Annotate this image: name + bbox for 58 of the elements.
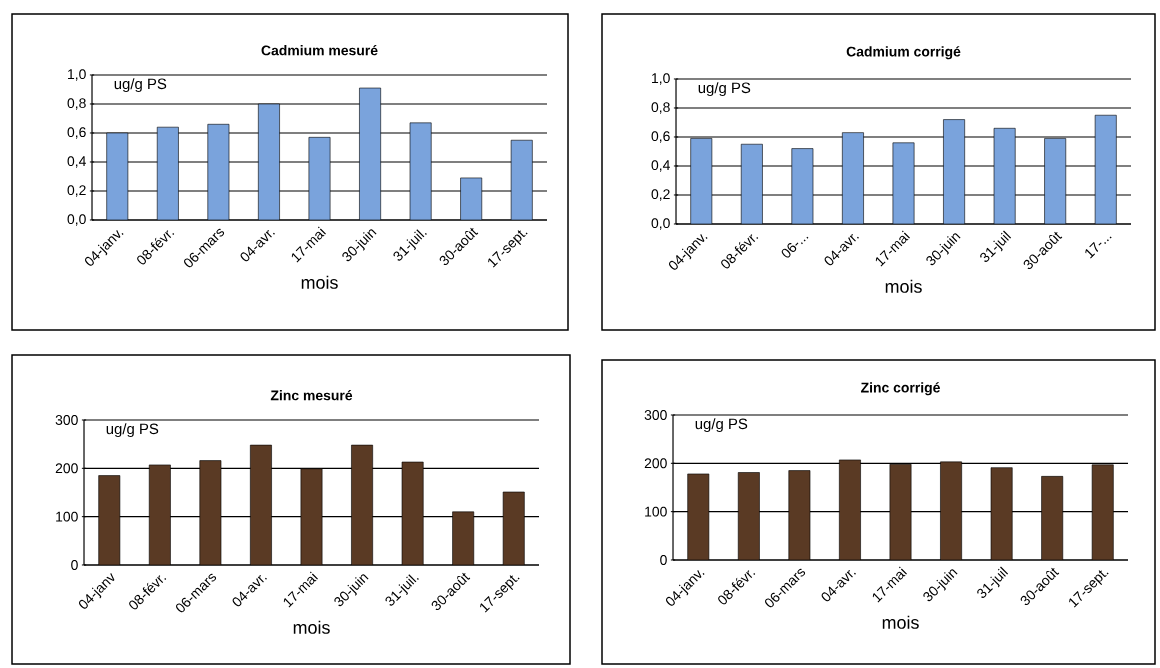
y-tick-label: 0 (71, 560, 78, 570)
bar (452, 511, 475, 565)
bar (106, 132, 129, 220)
y-tick-label: 0,4 (67, 156, 86, 168)
bar (207, 123, 230, 220)
y-tick-label: 0,6 (651, 131, 670, 143)
bar (1044, 138, 1067, 224)
y-tick-label: 0,0 (67, 214, 86, 226)
y-axis-title: ug/g PS (695, 418, 748, 433)
x-tick-label: 06-... (781, 236, 809, 258)
chart-title: Zinc corrigé (861, 382, 940, 396)
y-tick-label: 0,4 (651, 160, 670, 172)
bar (842, 132, 864, 224)
bar (199, 460, 222, 565)
y-tick-label: 0,8 (67, 98, 86, 110)
bar (502, 491, 525, 565)
bar (250, 444, 272, 565)
y-tick-label: 0,2 (67, 185, 86, 197)
y-tick-label: 300 (55, 415, 78, 425)
y-tick-label: 200 (55, 463, 78, 474)
y-tick-label: 200 (644, 458, 667, 469)
chart-title: Cadmium corrigé (846, 46, 961, 60)
y-tick-label: 300 (644, 410, 667, 420)
y-axis-title: ug/g PS (114, 78, 167, 93)
y-tick-label: 1,0 (652, 73, 670, 85)
bar (351, 444, 373, 565)
bar (690, 138, 713, 224)
bar (98, 475, 121, 565)
bar (156, 126, 179, 220)
y-tick-label: 0,6 (67, 127, 86, 139)
bar (510, 139, 533, 220)
x-axis-title: mois (301, 275, 338, 289)
bar (359, 87, 381, 220)
y-tick-label: 1,0 (68, 69, 86, 81)
x-axis-title: mois (293, 620, 330, 634)
y-axis-title: ug/g PS (106, 423, 159, 438)
y-tick-label: 0,2 (651, 189, 670, 201)
y-tick-label: 100 (56, 511, 78, 522)
x-axis-title: mois (882, 615, 919, 629)
x-tick-label: 17-... (1085, 236, 1112, 259)
y-tick-label: 0,0 (651, 218, 670, 230)
bar (993, 127, 1016, 224)
bar (409, 122, 432, 220)
bar (1094, 114, 1117, 224)
x-axis-title: mois (885, 279, 922, 293)
bar (460, 177, 483, 220)
bar (943, 119, 965, 224)
bar (258, 103, 280, 220)
bar (401, 461, 424, 565)
y-tick-label: 100 (645, 506, 667, 517)
bar (791, 148, 814, 224)
bar (740, 143, 763, 224)
y-tick-label: 0,8 (651, 102, 670, 114)
y-axis-title: ug/g PS (698, 82, 751, 97)
chart-title: Cadmium mesuré (261, 44, 378, 56)
bar (148, 464, 171, 565)
chart-title: Zinc mesuré (270, 389, 353, 401)
y-tick-label: 0 (660, 555, 667, 565)
